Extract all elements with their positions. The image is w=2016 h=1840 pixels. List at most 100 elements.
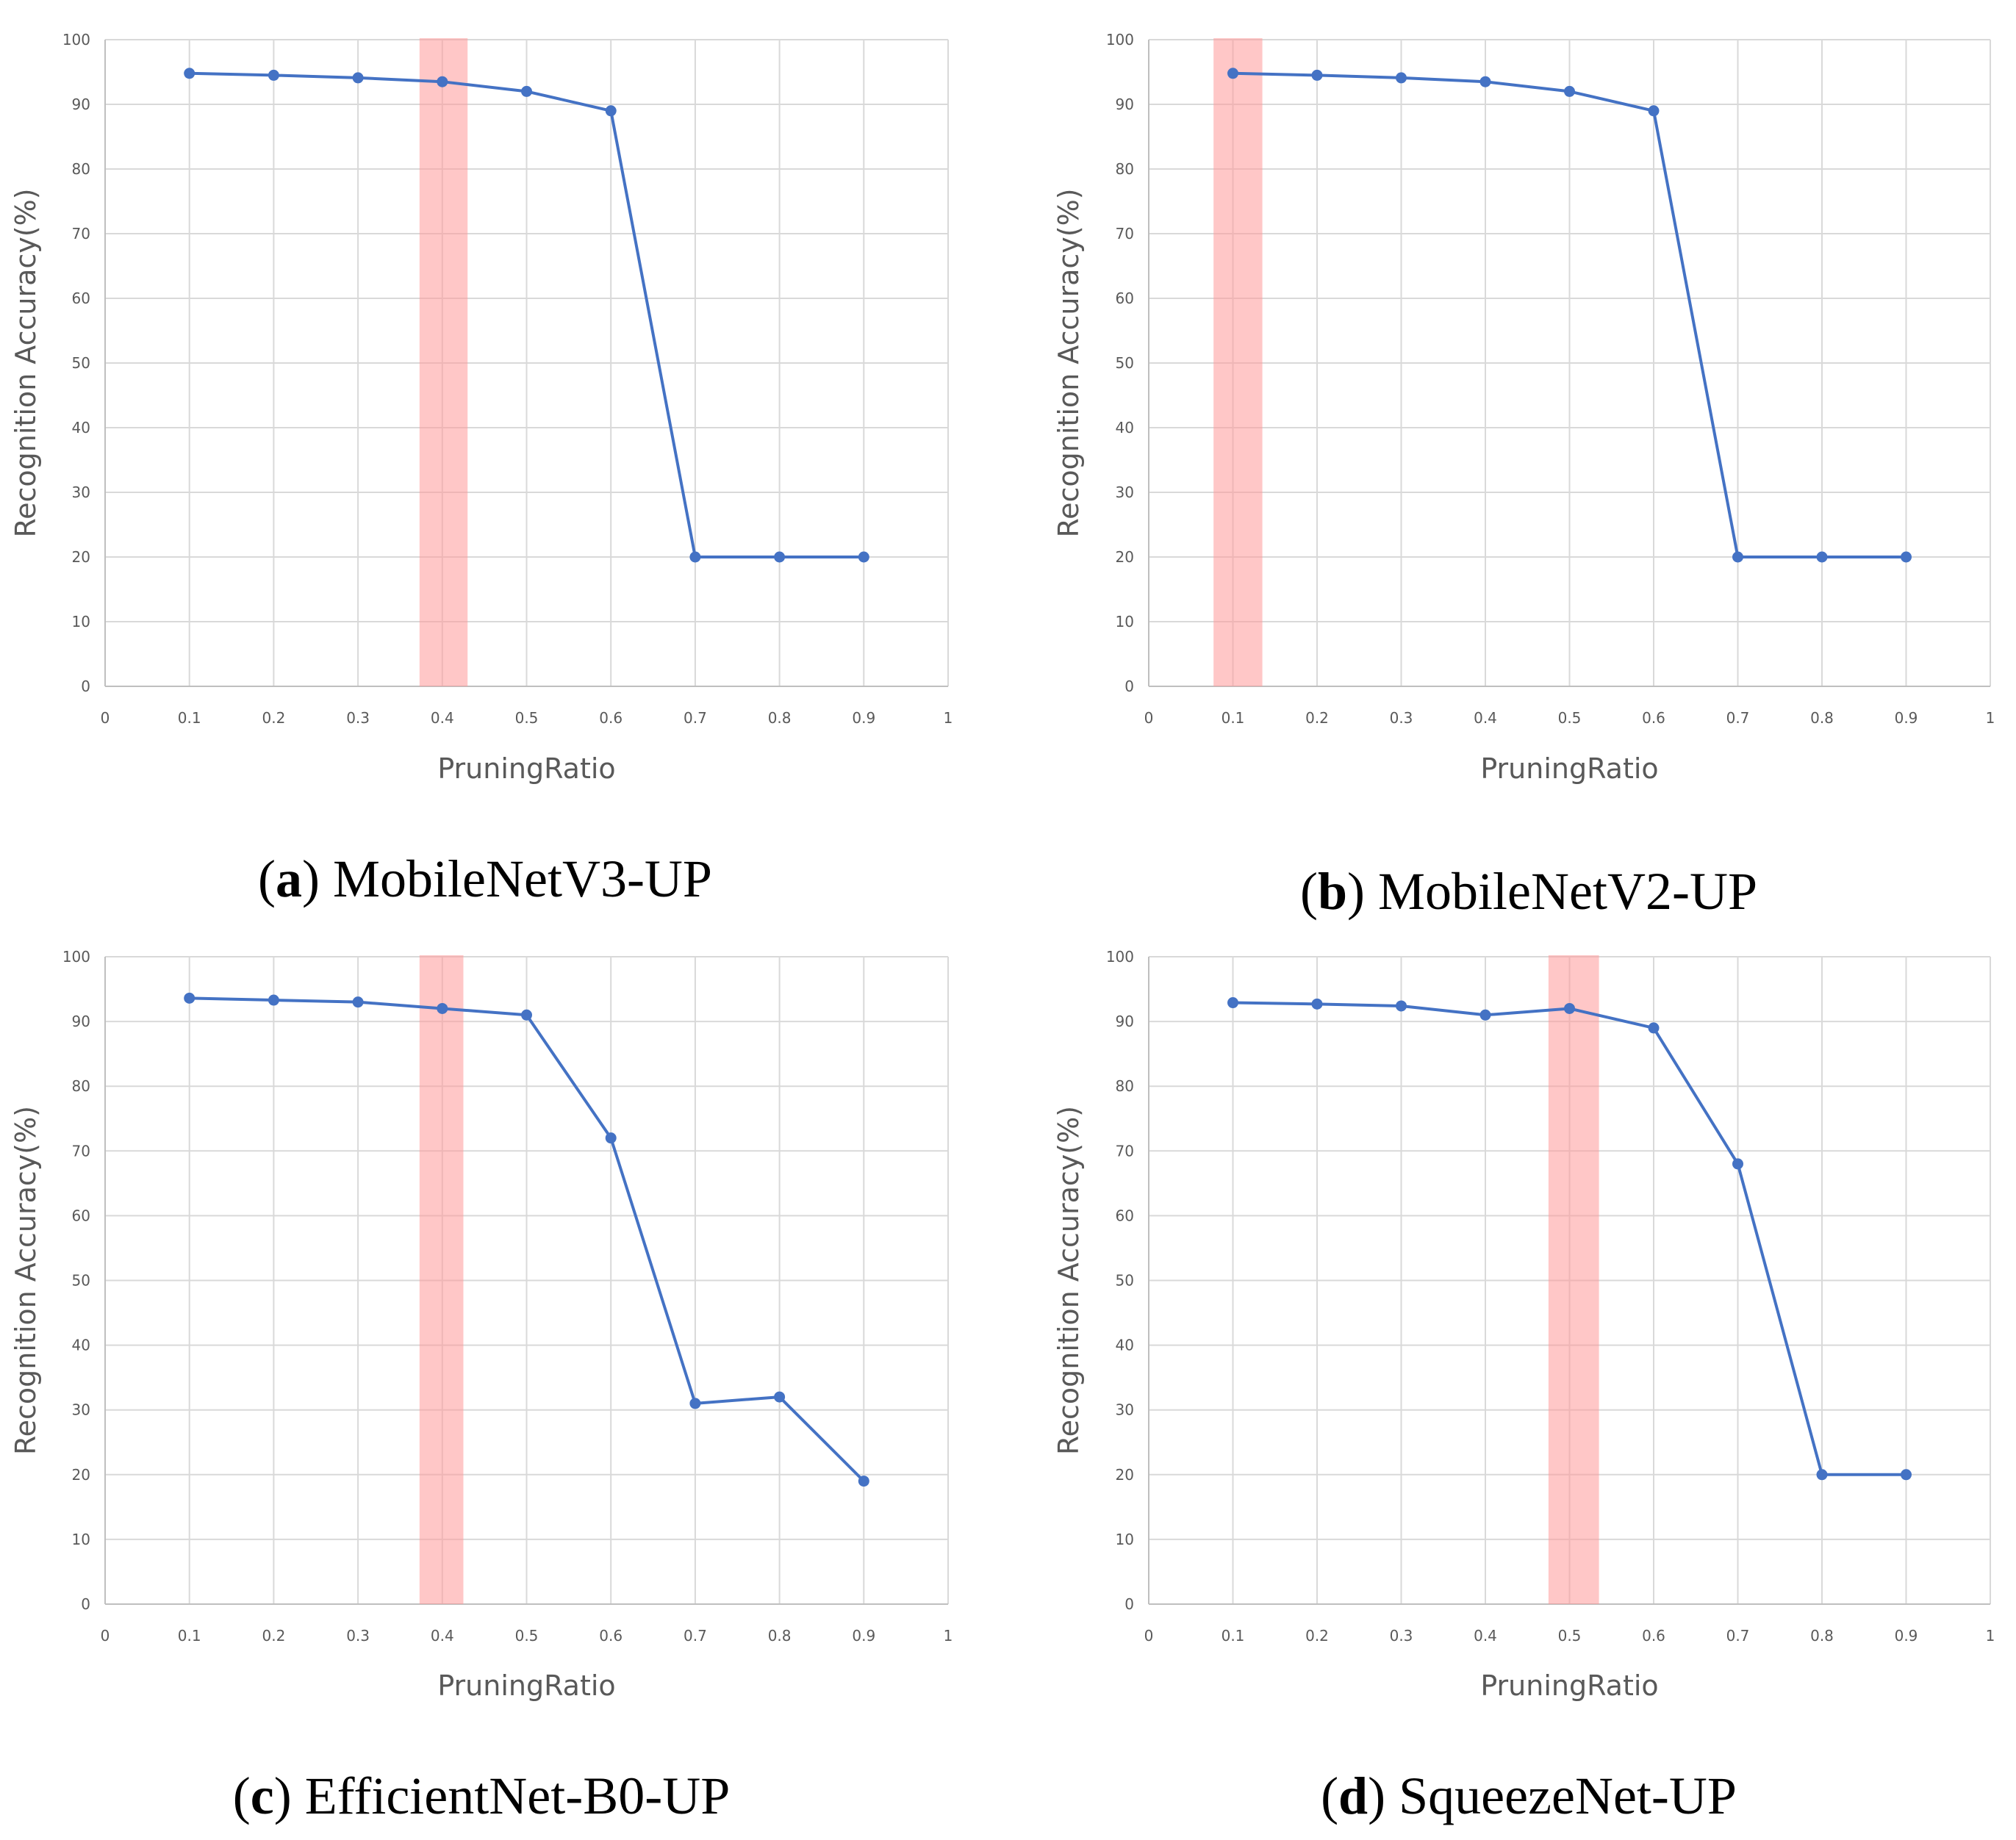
- data-point: [1227, 997, 1238, 1009]
- data-point: [1648, 105, 1660, 117]
- x-tick-label: 0.2: [262, 1627, 285, 1645]
- y-tick-label: 10: [1116, 613, 1134, 630]
- data-point: [689, 551, 701, 563]
- data-point: [1901, 1469, 1912, 1481]
- x-tick-label: 0.1: [178, 709, 201, 727]
- x-tick-label: 0.7: [1726, 1627, 1750, 1645]
- x-tick-label: 0.2: [1305, 1627, 1329, 1645]
- panel-caption: (a) MobileNetV3-UP: [258, 849, 712, 908]
- x-axis-title: PruningRatio: [1480, 1670, 1658, 1702]
- data-point: [1479, 76, 1491, 87]
- x-tick-label: 0.8: [1810, 709, 1834, 727]
- caption-model-name: MobileNetV3-UP: [333, 849, 712, 908]
- x-tick-label: 1: [944, 1627, 953, 1645]
- y-tick-label: 20: [72, 548, 90, 566]
- caption-close-paren: ): [1368, 1767, 1399, 1825]
- panel-caption: (d) SqueezeNet-UP: [1321, 1767, 1737, 1825]
- y-tick-label: 40: [72, 1337, 90, 1354]
- caption-model-name: EfficientNet-B0-UP: [305, 1767, 731, 1825]
- y-tick-label: 10: [1116, 1531, 1134, 1548]
- x-tick-label: 1: [1986, 709, 1995, 727]
- highlight-band: [1548, 955, 1599, 1604]
- x-tick-label: 0.4: [1474, 1627, 1497, 1645]
- y-tick-label: 100: [1106, 31, 1134, 48]
- x-tick-label: 0.6: [1642, 1627, 1665, 1645]
- x-tick-label: 0.5: [1558, 1627, 1582, 1645]
- y-tick-label: 0: [1124, 678, 1134, 695]
- caption-close-paren: ): [274, 1767, 305, 1825]
- data-point: [1396, 72, 1407, 84]
- x-tick-label: 0.8: [1810, 1627, 1834, 1645]
- y-axis-title: Recognition Accuracy(%): [10, 188, 42, 537]
- y-tick-label: 40: [72, 419, 90, 436]
- y-tick-label: 0: [81, 678, 90, 695]
- data-point: [268, 994, 279, 1006]
- x-tick-label: 0.5: [1558, 709, 1582, 727]
- y-tick-label: 30: [72, 484, 90, 501]
- data-point: [1564, 85, 1575, 97]
- x-tick-label: 0.4: [431, 709, 454, 727]
- y-tick-label: 20: [1116, 1466, 1134, 1484]
- y-tick-label: 40: [1116, 419, 1134, 436]
- x-tick-label: 0.9: [852, 1627, 875, 1645]
- y-tick-label: 60: [72, 290, 90, 307]
- x-tick-label: 0.7: [684, 1627, 707, 1645]
- y-tick-label: 100: [1106, 948, 1134, 966]
- y-tick-label: 10: [72, 613, 90, 630]
- data-point: [521, 1009, 532, 1021]
- caption-open-paren: (: [233, 1767, 251, 1825]
- data-point: [1311, 69, 1323, 81]
- x-tick-label: 0.4: [431, 1627, 454, 1645]
- y-tick-label: 60: [1116, 1207, 1134, 1224]
- data-point: [1564, 1002, 1575, 1014]
- caption-letter: a: [276, 849, 302, 908]
- y-tick-label: 90: [1116, 1013, 1134, 1030]
- caption-letter: c: [251, 1767, 274, 1825]
- x-tick-label: 0.4: [1474, 709, 1497, 727]
- data-point: [184, 992, 195, 1004]
- y-tick-label: 70: [72, 1142, 90, 1160]
- x-tick-label: 0.5: [515, 709, 539, 727]
- data-point: [1816, 551, 1828, 563]
- caption-open-paren: (: [258, 849, 276, 908]
- chart-panel-a: 0 10 20 30 40 50 60 70 80 90 100 0 0.1 0.2 0.3 0.4 0.5 0.…: [10, 31, 953, 908]
- highlight-band: [1213, 38, 1263, 686]
- y-tick-label: 70: [72, 225, 90, 242]
- y-axis-title: Recognition Accuracy(%): [10, 1106, 42, 1455]
- y-tick-label: 60: [72, 1207, 90, 1224]
- y-tick-label: 20: [1116, 548, 1134, 566]
- x-tick-label: 0.3: [346, 709, 370, 727]
- caption-letter: d: [1338, 1767, 1368, 1825]
- chart-panel-c: 0 10 20 30 40 50 60 70 80 90 100 0 0.1 0.2 0.3 0.4 0.5 0.…: [10, 948, 953, 1825]
- data-point: [1901, 551, 1912, 563]
- y-tick-label: 100: [62, 31, 90, 48]
- caption-model-name: MobileNetV2-UP: [1378, 862, 1757, 921]
- y-tick-label: 80: [72, 160, 90, 178]
- x-tick-label: 0.9: [1895, 709, 1918, 727]
- y-tick-label: 90: [1116, 96, 1134, 113]
- y-tick-label: 50: [1116, 354, 1134, 372]
- x-tick-label: 0.9: [1895, 1627, 1918, 1645]
- x-tick-label: 0: [1144, 709, 1154, 727]
- x-tick-label: 0.6: [599, 709, 623, 727]
- x-tick-label: 0.1: [1222, 1627, 1245, 1645]
- data-point: [352, 996, 364, 1008]
- y-tick-label: 50: [1116, 1272, 1134, 1290]
- x-tick-label: 0.3: [346, 1627, 370, 1645]
- x-axis-title: PruningRatio: [437, 1670, 615, 1702]
- x-tick-label: 0.8: [768, 1627, 792, 1645]
- caption-open-paren: (: [1300, 862, 1318, 921]
- data-point: [1396, 1000, 1407, 1012]
- y-tick-label: 30: [72, 1401, 90, 1419]
- x-tick-label: 0: [101, 709, 110, 727]
- data-point: [1227, 68, 1238, 79]
- data-point: [268, 69, 279, 81]
- y-tick-label: 50: [72, 1272, 90, 1290]
- x-tick-label: 0: [101, 1627, 110, 1645]
- data-point: [1479, 1009, 1491, 1021]
- data-point: [774, 1391, 786, 1403]
- data-point: [521, 85, 532, 97]
- x-tick-label: 0.7: [684, 709, 707, 727]
- x-tick-label: 0.2: [1305, 709, 1329, 727]
- y-axis-title: Recognition Accuracy(%): [1052, 188, 1085, 537]
